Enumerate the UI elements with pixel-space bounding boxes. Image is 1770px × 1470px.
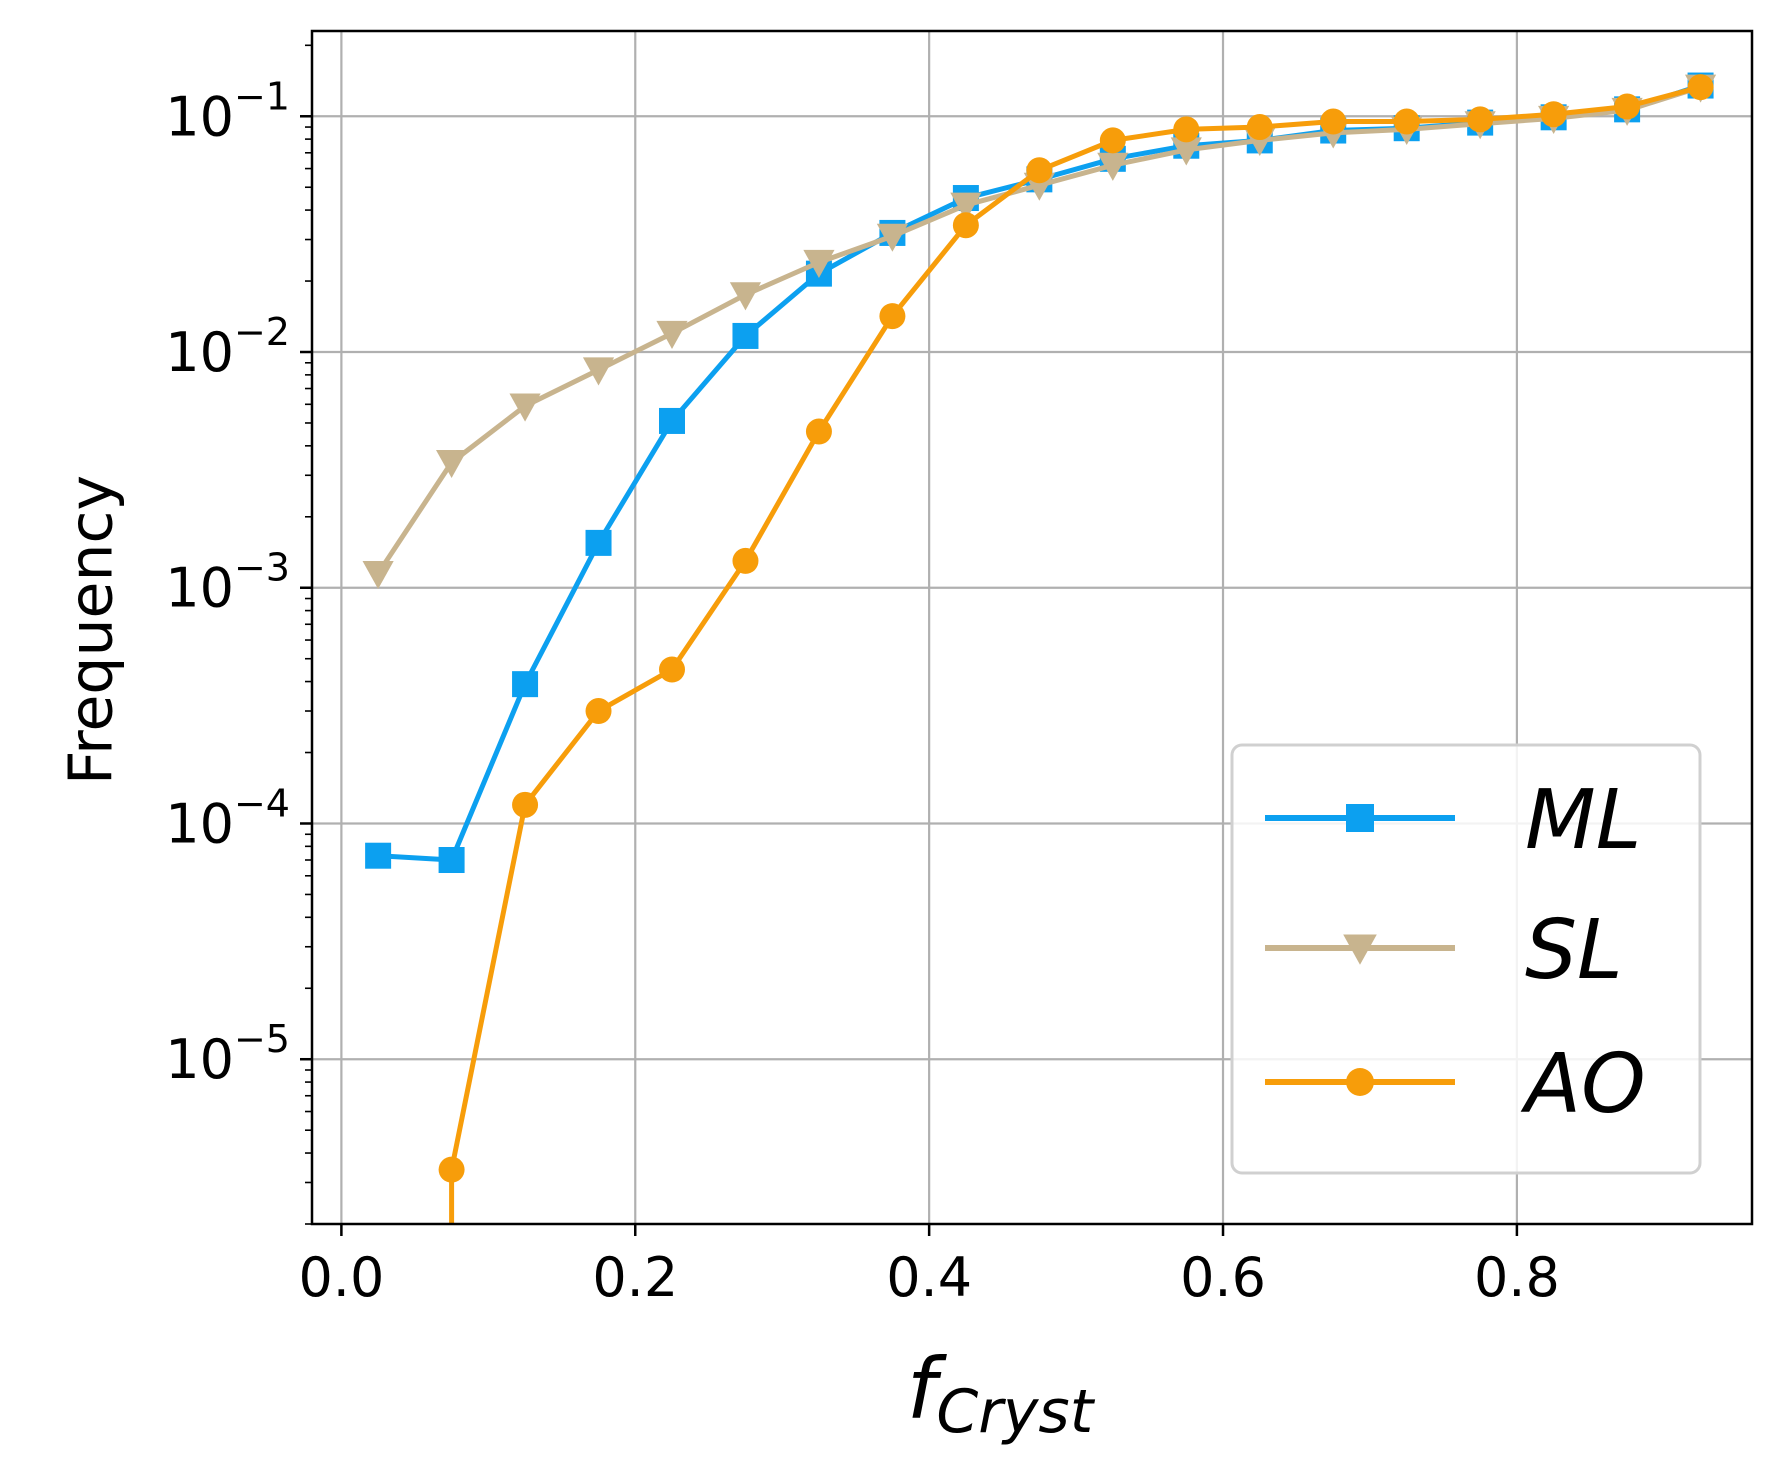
circle-marker: [438, 1156, 465, 1183]
x-tick-label: 0.0: [298, 1246, 384, 1309]
y-tick-label: 10−1: [165, 74, 290, 148]
triangle-marker: [1343, 934, 1377, 965]
x-tick-label: 0.4: [886, 1246, 972, 1309]
circle-marker: [1346, 1068, 1374, 1096]
triangle-marker: [509, 393, 541, 422]
circle-marker: [1614, 93, 1641, 120]
x-tick-label: 0.8: [1474, 1246, 1560, 1309]
x-axis-title-subscript: Cryst: [936, 1377, 1095, 1447]
legend: ML SL AO: [1230, 743, 1702, 1175]
legend-box: [1230, 743, 1702, 1175]
x-axis-title: fCryst: [907, 1340, 1096, 1447]
legend-label: SL: [1525, 903, 1623, 998]
circle-marker: [1320, 108, 1347, 135]
legend-entry-ao: AO: [1265, 1037, 1646, 1132]
circle-marker: [1393, 108, 1420, 135]
y-tick-label: 10−5: [165, 1017, 290, 1091]
y-tick-label: 10−3: [165, 546, 290, 620]
triangle-marker: [1097, 152, 1129, 181]
triangle-marker: [729, 282, 762, 311]
legend-entry-sl: SL: [1265, 903, 1623, 998]
circle-marker: [1467, 106, 1494, 133]
x-tick-label: 0.2: [592, 1246, 678, 1309]
square-marker: [659, 407, 685, 434]
circle-marker: [732, 547, 759, 574]
y-tick-label: 10−4: [165, 781, 290, 855]
circle-marker: [1246, 114, 1273, 141]
legend-label: AO: [1520, 1037, 1646, 1132]
y-tick-label-base: 10: [165, 85, 234, 148]
y-tick-label-base: 10: [165, 557, 234, 620]
square-marker: [512, 671, 539, 698]
triangle-marker: [362, 560, 394, 590]
circle-marker: [1540, 101, 1567, 128]
plot-frame: [310, 29, 1754, 1226]
square-marker: [585, 529, 612, 556]
square-marker: [438, 847, 465, 874]
x-tick-label: 0.6: [1180, 1246, 1266, 1309]
triangle-marker: [1170, 137, 1202, 166]
triangle-marker: [656, 320, 688, 349]
x-axis-ticks: 0.0 0.2 0.4 0.6 0.8: [298, 1224, 1560, 1309]
triangle-marker: [803, 249, 835, 278]
y-tick-label-base: 10: [165, 1028, 234, 1091]
legend-label: ML: [1525, 773, 1641, 868]
triangle-marker: [876, 223, 909, 252]
y-tick-label-exponent: −3: [234, 546, 290, 590]
y-tick-label-exponent: −5: [234, 1017, 290, 1061]
circle-marker: [1173, 116, 1200, 143]
y-tick-label-exponent: −1: [234, 74, 290, 118]
triangle-marker: [435, 449, 468, 479]
triangle-marker: [950, 192, 982, 221]
circle-marker: [1026, 157, 1053, 184]
circle-marker: [659, 656, 685, 683]
square-marker: [732, 322, 759, 349]
circle-marker: [1099, 127, 1126, 154]
triangle-marker: [582, 357, 615, 386]
series-ao: [438, 74, 1714, 1224]
square-marker: [365, 842, 392, 869]
circle-marker: [1687, 74, 1714, 101]
circle-marker: [879, 303, 906, 330]
y-tick-label-exponent: −2: [234, 310, 290, 354]
y-tick-label: 10−2: [165, 310, 290, 384]
y-tick-label-base: 10: [165, 792, 234, 855]
y-tick-label-base: 10: [165, 321, 234, 384]
y-axis-title: Frequency: [57, 475, 127, 785]
square-marker: [1346, 804, 1374, 832]
circle-marker: [512, 791, 539, 818]
legend-entries: ML SL AO: [1265, 773, 1646, 1132]
circle-marker: [805, 418, 832, 445]
y-tick-label-exponent: −4: [234, 781, 290, 825]
legend-entry-ml: ML: [1265, 773, 1641, 868]
y-axis-ticks: 10−110−210−310−410−5: [165, 74, 312, 1091]
circle-marker: [585, 698, 612, 725]
series-lines: [362, 72, 1717, 1224]
circle-marker: [952, 212, 979, 239]
